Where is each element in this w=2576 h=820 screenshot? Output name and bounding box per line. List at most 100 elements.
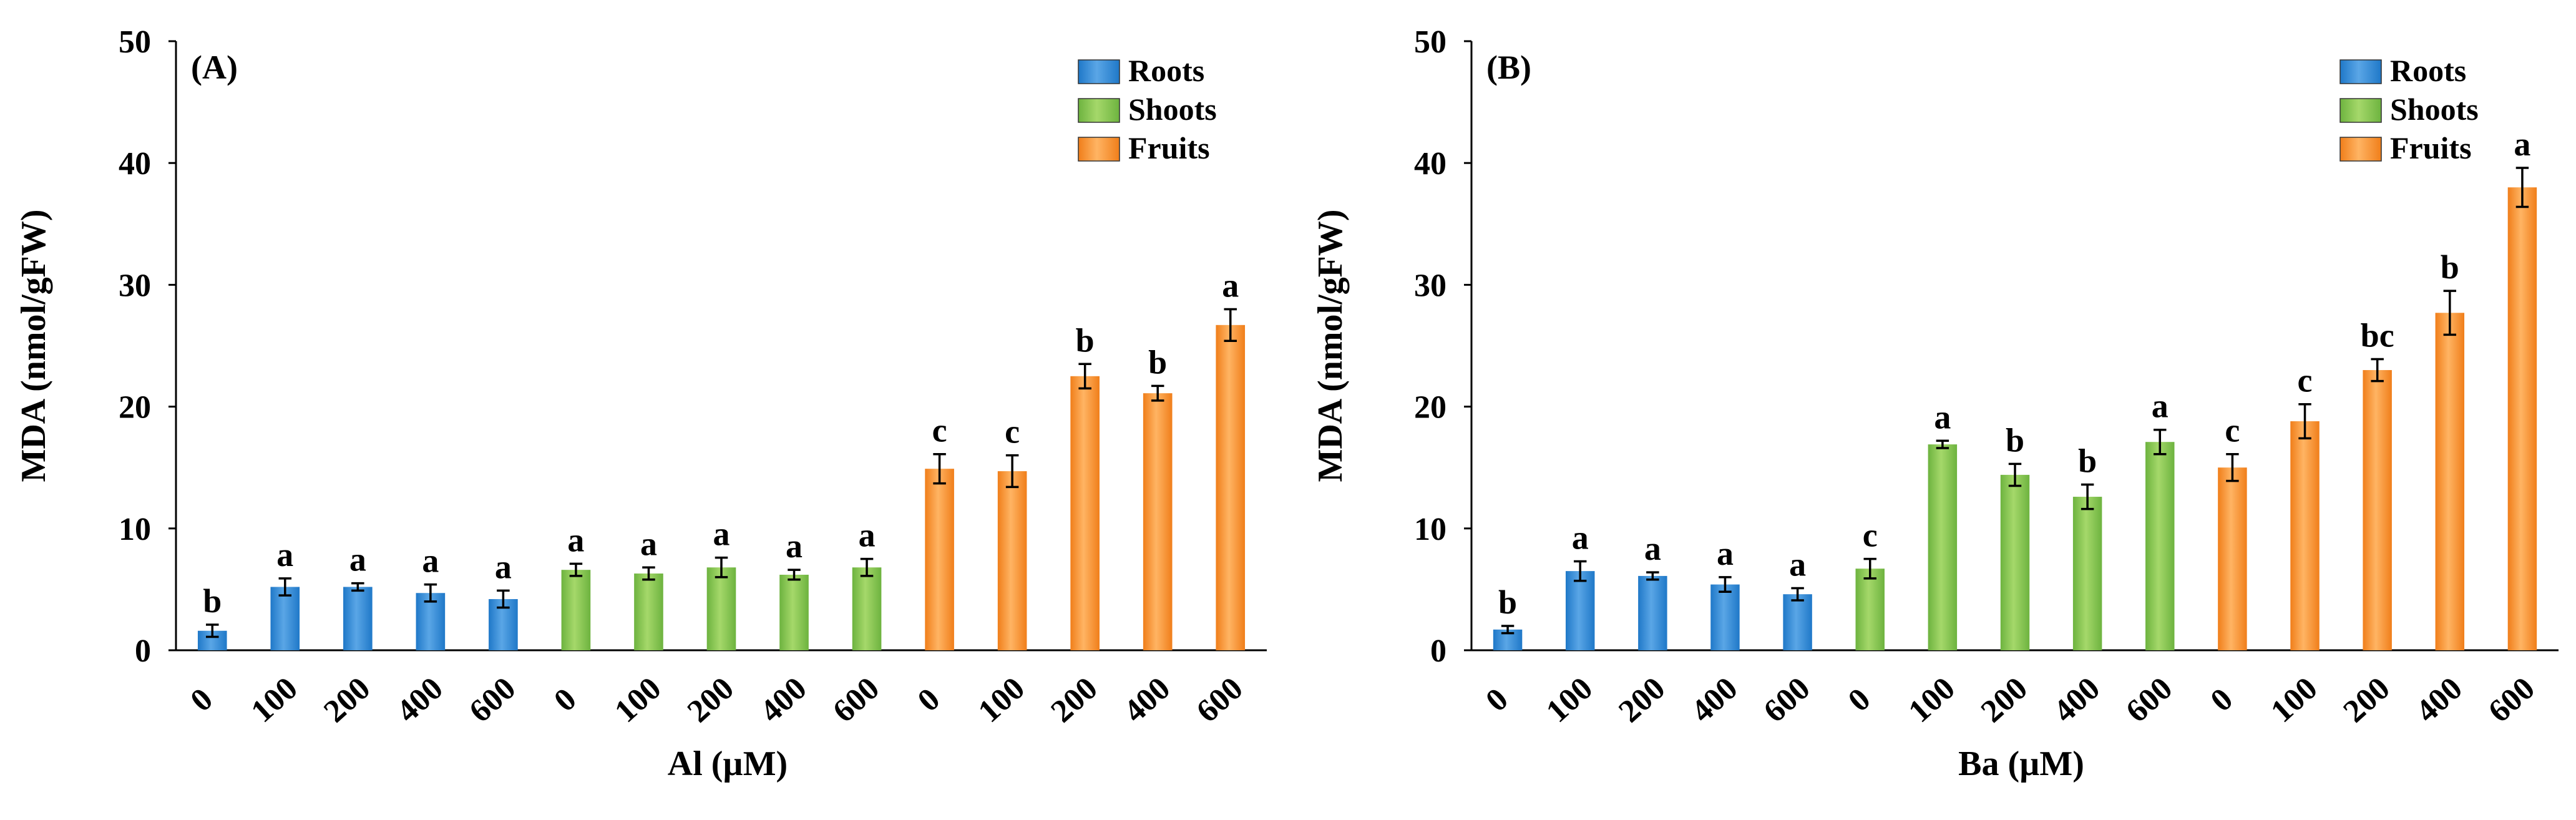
x-tick-label: 600 (2482, 670, 2542, 730)
bar-shoots-200 (706, 567, 736, 650)
x-tick-label: 600 (2119, 670, 2179, 730)
x-tick-label: 400 (2047, 670, 2107, 730)
x-tick-label: 200 (317, 670, 377, 730)
x-tick-label: 400 (1684, 670, 1744, 730)
x-tick-label: 100 (1539, 670, 1599, 730)
bar-roots-400 (1710, 584, 1740, 650)
y-tick-label: 10 (1414, 512, 1447, 547)
significance-label: b (1076, 321, 1095, 359)
x-tick-label: 0 (183, 681, 219, 719)
bar-roots-100 (1565, 571, 1595, 650)
chart-panel-b: 0 10 20 30 40 50 MDA (nmol/gFW) Ba (µM) (B) b 0 a 10… (1311, 24, 2559, 783)
significance-label: a (349, 541, 366, 578)
significance-label: b (1498, 583, 1517, 621)
x-tick-label: 200 (1045, 670, 1105, 730)
significance-label: a (1222, 266, 1239, 304)
bar-roots-600 (1783, 594, 1812, 650)
x-tick-label: 100 (2264, 670, 2324, 730)
significance-label: a (713, 515, 730, 553)
y-tick-label: 0 (1430, 633, 1447, 669)
bar-fruits-600 (1216, 325, 1246, 650)
significance-label: a (640, 525, 657, 562)
x-tick-label: 100 (245, 670, 305, 730)
legend-swatch-shoots (2339, 98, 2382, 123)
bar-fruits-400 (1143, 393, 1173, 650)
bar-shoots-400 (2072, 497, 2102, 650)
significance-label: a (1934, 398, 1951, 436)
y-tick-label: 0 (135, 633, 151, 669)
legend-label-shoots: Shoots (1128, 92, 1217, 127)
y-tick-label: 20 (1414, 390, 1447, 426)
chart-panel-a: 0 10 20 30 40 50 MDA (nmol/gFW) Al (µM) (A) b 0 a 10… (14, 24, 1267, 783)
legend-label-shoots: Shoots (2390, 92, 2479, 127)
bar-shoots-100 (634, 574, 663, 650)
bar-fruits-600 (2507, 187, 2537, 650)
significance-label: a (495, 548, 512, 585)
legend-swatch-roots (1078, 59, 1120, 84)
x-tick-label: 100 (608, 670, 668, 730)
x-tick-label: 200 (2337, 670, 2397, 730)
bar-fruits-200 (2363, 370, 2392, 650)
y-tick-label: 50 (119, 24, 151, 60)
y-axis-title: MDA (nmol/gFW) (1311, 209, 1350, 482)
significance-label: b (2078, 442, 2097, 480)
significance-label: a (276, 536, 293, 574)
bar-roots-200 (1638, 575, 1667, 650)
bar-shoots-600 (2145, 442, 2175, 650)
significance-label: bc (2361, 316, 2394, 354)
x-tick-label: 0 (1842, 681, 1877, 719)
legend-swatch-roots (2339, 59, 2382, 84)
legend-label-roots: Roots (2390, 53, 2466, 88)
significance-label: a (2514, 125, 2530, 163)
x-tick-label: 600 (1190, 670, 1250, 730)
significance-label: a (2152, 388, 2169, 425)
y-tick-label: 30 (119, 268, 151, 303)
bar-fruits-200 (1070, 376, 1100, 650)
x-tick-label: 400 (390, 670, 450, 730)
x-tick-label: 600 (462, 670, 522, 730)
x-tick-label: 100 (972, 670, 1032, 730)
x-tick-label: 0 (1479, 681, 1515, 719)
y-axis-title: MDA (nmol/gFW) (14, 209, 53, 482)
significance-label: a (1644, 530, 1661, 567)
significance-label: a (786, 527, 803, 565)
bar-fruits-0 (925, 469, 954, 650)
y-tick-label: 20 (119, 390, 151, 426)
legend-swatch-fruits (1078, 137, 1120, 162)
y-tick-label: 40 (1414, 146, 1447, 182)
bar-roots-100 (270, 587, 300, 650)
x-tick-label: 0 (547, 681, 583, 719)
x-tick-label: 600 (826, 670, 886, 730)
x-tick-label: 200 (1612, 670, 1672, 730)
y-tick-label: 10 (119, 512, 151, 547)
x-axis-title: Al (µM) (668, 744, 788, 783)
y-tick-label: 30 (1414, 268, 1447, 303)
significance-label: c (1863, 517, 1878, 554)
legend-swatch-shoots (1078, 98, 1120, 123)
significance-label: c (1005, 413, 1020, 451)
significance-label: a (1717, 535, 1734, 572)
significance-label: b (2441, 248, 2459, 286)
x-tick-label: 200 (681, 670, 741, 730)
x-tick-label: 400 (2409, 670, 2469, 730)
bar-fruits-400 (2435, 313, 2465, 650)
x-tick-label: 600 (1757, 670, 1817, 730)
significance-label: c (932, 412, 947, 449)
x-tick-label: 0 (2204, 681, 2240, 719)
significance-label: a (567, 521, 584, 559)
legend-label-roots: Roots (1128, 53, 1204, 88)
bar-shoots-100 (1928, 444, 1958, 650)
significance-label: b (1148, 343, 1167, 381)
x-tick-label: 400 (1117, 670, 1177, 730)
x-tick-label: 200 (1974, 670, 2034, 730)
significance-label: b (203, 582, 222, 620)
significance-label: a (1572, 519, 1589, 557)
bar-fruits-0 (2218, 467, 2247, 650)
x-axis-title: Ba (µM) (1958, 744, 2084, 783)
bar-fruits-100 (997, 471, 1027, 650)
panel-label: (A) (191, 49, 238, 86)
significance-label: a (422, 542, 439, 580)
legend-label-fruits: Fruits (1128, 130, 1210, 165)
significance-label: c (2298, 362, 2313, 399)
